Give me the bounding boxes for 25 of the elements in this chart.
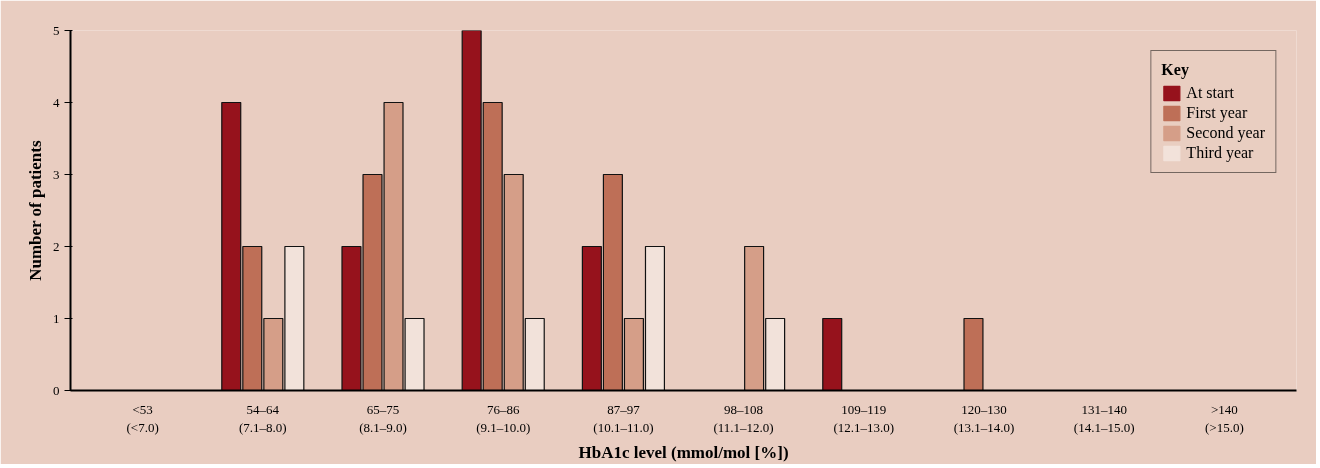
y-tick-label: 0 [53, 382, 60, 398]
y-tick-label: 4 [53, 94, 60, 110]
legend-label: Second year [1186, 124, 1265, 142]
x-tick-label: <53 (<7.0) [126, 401, 159, 435]
x-tick-label: 131–140 (14.1–15.0) [1073, 401, 1135, 435]
y-axis-title: Number of patients [26, 140, 45, 281]
x-tick-label: 76–86 (9.1–10.0) [476, 401, 531, 435]
x-tick-label: 98–108 (11.1–12.0) [713, 401, 774, 435]
x-tick-label: 65–75 (8.1–9.0) [359, 401, 407, 435]
legend-label: Third year [1186, 144, 1254, 162]
y-tick-label: 3 [53, 166, 60, 182]
x-axis-title: HbA1c level (mmol/mol [%]) [578, 442, 789, 462]
legend-label: First year [1186, 104, 1248, 122]
x-tick-label: 120–130 (13.1–14.0) [953, 401, 1015, 435]
x-tick-label: >140 (>15.0) [1205, 401, 1244, 435]
y-tick-label: 1 [53, 310, 60, 326]
bar [963, 317, 984, 391]
legend-label: At start [1186, 84, 1234, 102]
bar [822, 317, 843, 391]
x-tick-label: 109–119 (12.1–13.0) [833, 401, 895, 435]
x-tick-label: 54–64 (7.1–8.0) [238, 401, 287, 435]
legend-title: Key [1161, 61, 1190, 79]
y-tick-label: 2 [53, 238, 60, 254]
y-tick-label: 5 [53, 22, 60, 38]
x-tick-label: 87–97 (10.1–11.0) [593, 401, 654, 435]
